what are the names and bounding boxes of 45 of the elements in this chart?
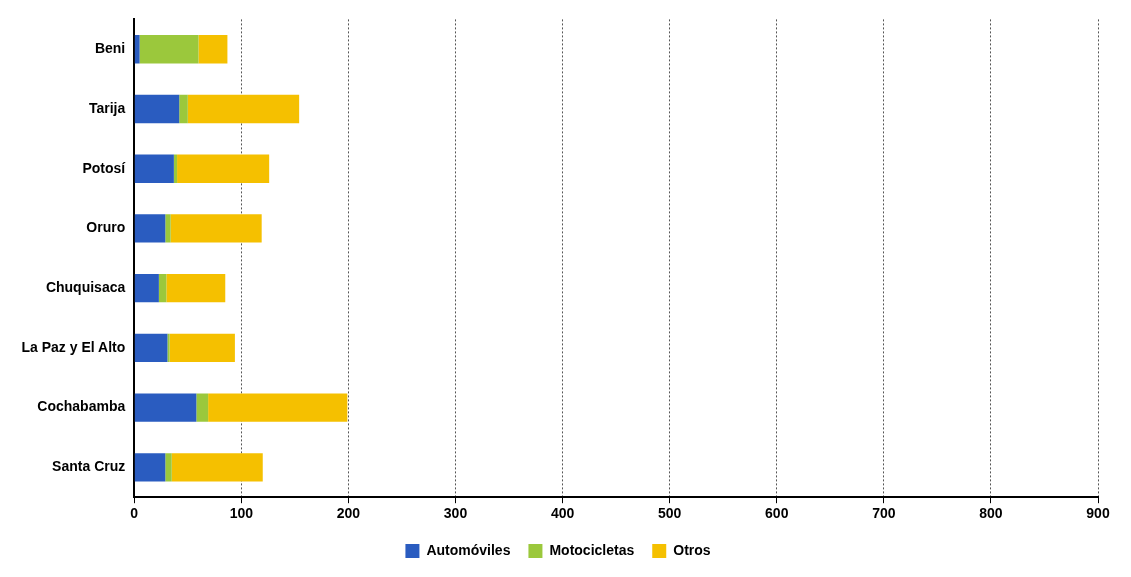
bar (179, 94, 188, 124)
bar (171, 453, 263, 482)
bar (177, 154, 270, 183)
bar (134, 154, 174, 183)
x-tick-label: 600 (765, 505, 789, 522)
y-tick-label: Santa Cruz (52, 458, 126, 475)
bar (208, 393, 348, 422)
x-tick-label: 900 (1086, 505, 1110, 522)
x-tick-label: 300 (443, 505, 468, 522)
bar (134, 273, 159, 303)
y-tick-label: La Paz y El Alto (21, 338, 126, 355)
bar (139, 35, 199, 64)
bar (134, 393, 197, 422)
bar (198, 35, 228, 64)
bar (173, 154, 178, 183)
x-tick-label: 0 (130, 505, 139, 522)
y-tick-label: Tarija (88, 99, 126, 116)
y-tick-label: Cochabamba (37, 398, 126, 415)
y-tick-label: Chuquisaca (45, 279, 126, 296)
bar (158, 273, 167, 303)
x-tick-label: 800 (979, 505, 1003, 522)
bar (167, 333, 170, 363)
x-tick-label: 200 (336, 505, 361, 522)
bar (134, 35, 140, 64)
x-tick-label: 500 (657, 505, 682, 522)
y-tick-label: Beni (94, 40, 126, 57)
y-tick-label: Oruro (86, 219, 126, 236)
bar (134, 453, 166, 482)
y-tick-label: Potosí (82, 159, 127, 176)
legend-label: Automóviles (426, 541, 511, 558)
x-tick-label: 100 (229, 505, 254, 522)
bar (134, 94, 180, 124)
x-tick-label: 400 (550, 505, 575, 522)
bar (196, 393, 209, 422)
bar (166, 273, 226, 303)
bar (134, 333, 168, 363)
bar (187, 94, 300, 124)
bar (169, 333, 235, 363)
bar (165, 214, 171, 243)
legend-label: Otros (673, 541, 711, 558)
legend-label: Motocicletas (549, 541, 635, 558)
bar (165, 453, 172, 482)
bar (134, 214, 166, 243)
x-tick-label: 700 (872, 505, 896, 522)
bar (170, 214, 262, 243)
